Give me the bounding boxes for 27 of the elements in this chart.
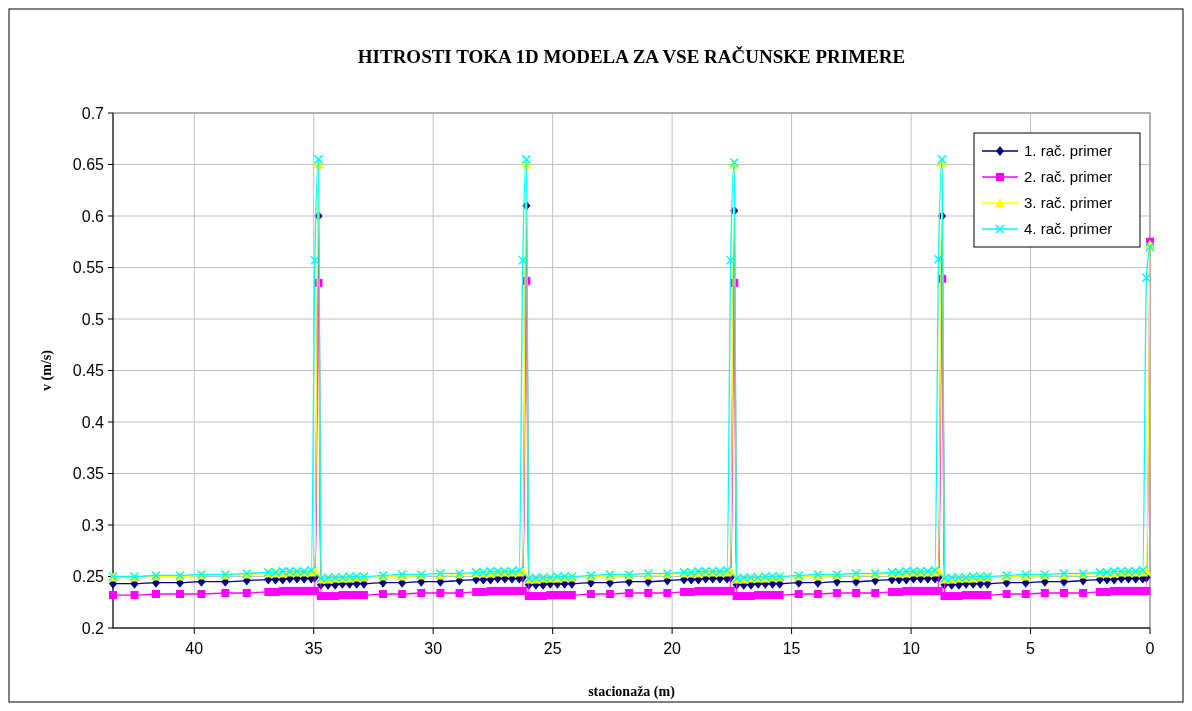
y-tick-label: 0.35	[72, 465, 105, 483]
legend-label: 4. rač. primer	[1024, 220, 1113, 238]
y-tick-label: 0.65	[72, 156, 105, 174]
x-tick-label: 20	[663, 640, 682, 657]
legend-label: 1. rač. primer	[1024, 142, 1113, 160]
y-axis-title: v (m/s)	[39, 349, 55, 391]
y-tick-label: 0.6	[81, 207, 105, 225]
x-tick-label: 35	[304, 640, 323, 657]
x-tick-label: 30	[424, 640, 443, 657]
x-tick-label: 10	[902, 640, 921, 657]
y-tick-label: 0.7	[81, 104, 105, 122]
x-tick-label: 25	[543, 640, 562, 657]
y-tick-label: 0.2	[81, 619, 105, 637]
x-tick-label: 15	[782, 640, 801, 657]
x-axis-title: stacionaža (m)	[588, 684, 676, 700]
y-tick-label: 0.4	[81, 413, 105, 431]
legend-label: 3. rač. primer	[1024, 194, 1113, 212]
y-tick-label: 0.25	[72, 568, 105, 586]
y-tick-label: 0.5	[81, 310, 105, 328]
legend-label: 2. rač. primer	[1024, 168, 1113, 186]
y-tick-label: 0.55	[72, 259, 105, 277]
y-tick-label: 0.3	[81, 516, 105, 534]
chart-title: HITROSTI TOKA 1D MODELA ZA VSE RAČUNSKE PRIMERE	[357, 46, 906, 67]
y-tick-label: 0.45	[72, 362, 105, 380]
x-tick-label: 40	[185, 640, 204, 657]
x-tick-label: 0	[1145, 640, 1155, 657]
x-tick-label: 5	[1026, 640, 1036, 657]
